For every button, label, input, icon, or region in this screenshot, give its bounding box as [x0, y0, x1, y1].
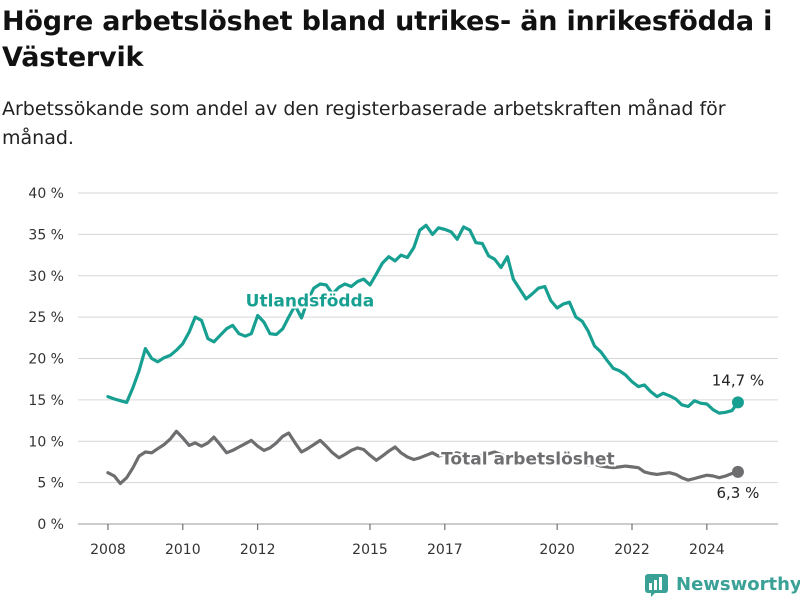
series-line-0 [106, 223, 740, 415]
y-tick-label: 35 % [28, 227, 64, 243]
x-tick-label: 2024 [689, 542, 725, 558]
end-value-foreign: 14,7 % [712, 371, 764, 389]
y-tick-label: 30 % [28, 269, 64, 285]
brand-name: Newsworthy [676, 573, 800, 595]
y-axis: 0 % 5 % 10 % 15 % 20 % 25 % 30 % 35 % 40 % [28, 186, 778, 533]
series-name-total: Total arbetslöshet [441, 450, 615, 470]
y-tick-label: 25 % [28, 310, 64, 326]
chart-title: Högre arbetslöshet bland utrikes- än inr… [2, 6, 773, 73]
series-end-point-1 [731, 465, 744, 478]
chart-subtitle: Arbetssökande som andel av den registerb… [2, 98, 726, 149]
y-tick-label: 40 % [28, 186, 64, 202]
series-line-1 [106, 429, 740, 486]
x-tick-label: 2015 [352, 542, 388, 558]
series-labels: Utlandsfödda Total arbetslöshet 14,7 % 6,3 … [244, 290, 764, 502]
y-tick-label: 15 % [28, 393, 64, 409]
x-tick-label: 2008 [90, 542, 126, 558]
y-tick-label: 10 % [28, 434, 64, 450]
series-name-foreign: Utlandsfödda [246, 292, 375, 312]
x-tick-label: 2010 [165, 542, 201, 558]
y-tick-label: 5 % [37, 476, 64, 492]
newsworthy-icon [645, 574, 668, 597]
x-tick-label: 2017 [427, 542, 463, 558]
x-tick-label: 2020 [539, 542, 575, 558]
y-tick-label: 0 % [37, 517, 64, 533]
y-tick-label: 20 % [28, 352, 64, 368]
series-lines [106, 223, 744, 486]
x-axis: 2008 2010 2012 2015 2017 2020 2022 2024 [90, 524, 725, 558]
newsworthy-logo: Newsworthy [644, 570, 800, 598]
x-tick-label: 2022 [614, 542, 650, 558]
series-end-point-0 [731, 396, 744, 409]
end-value-total: 6,3 % [717, 484, 760, 502]
x-tick-label: 2012 [240, 542, 276, 558]
